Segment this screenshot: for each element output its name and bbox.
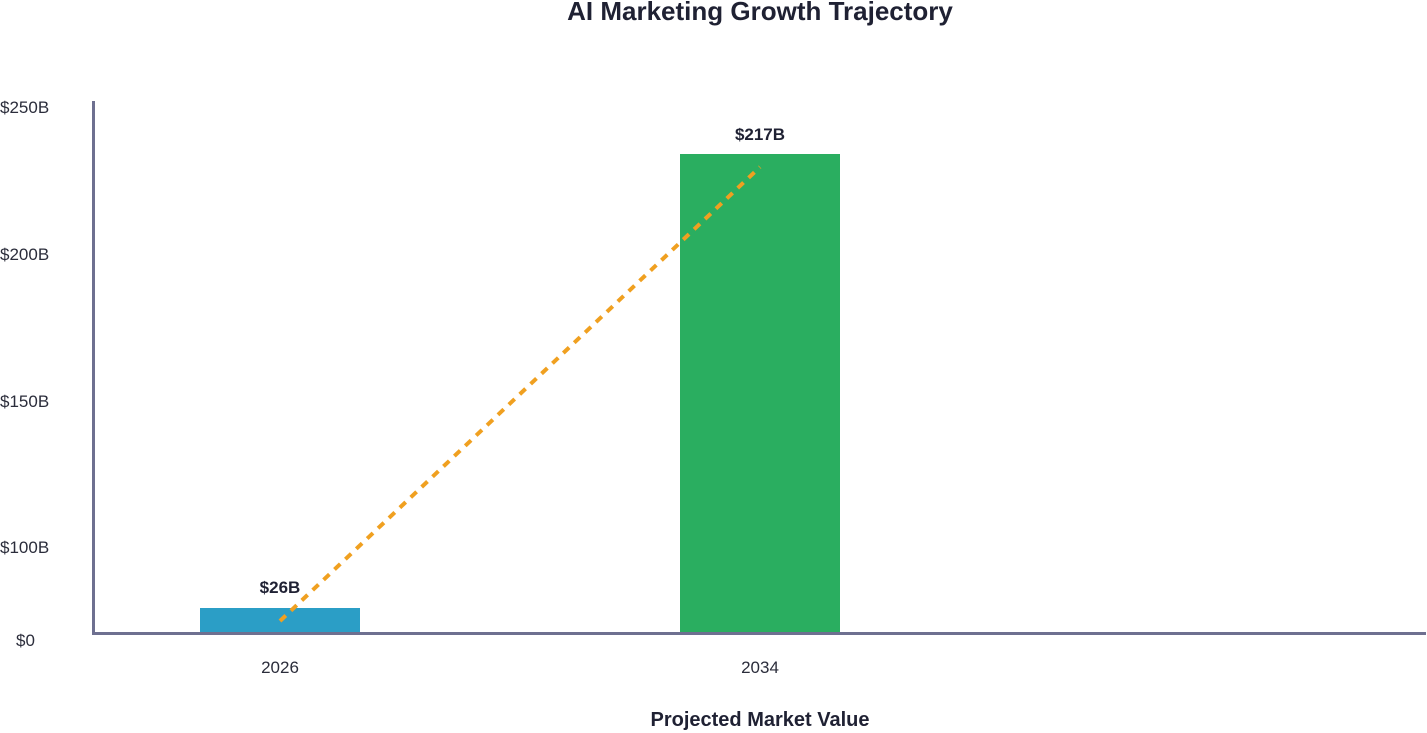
y-tick-200: $200B xyxy=(0,245,50,264)
y-tick-150: $150B xyxy=(0,392,50,411)
bar-2034 xyxy=(680,154,840,634)
x-axis-label: Projected Market Value xyxy=(650,709,870,731)
y-tick-250: $250B xyxy=(0,98,50,117)
x-tick-2026: 2026 xyxy=(261,658,299,677)
y-tick-0: $0 xyxy=(16,631,35,650)
x-axis xyxy=(92,632,1426,635)
y-tick-100: $100B xyxy=(0,538,50,557)
x-tick-2034: 2034 xyxy=(741,658,779,677)
bar-label-2034: $217B xyxy=(734,125,786,144)
bar-label-2026: $26B xyxy=(259,578,301,597)
y-axis xyxy=(92,101,95,635)
chart-title: AI Marketing Growth Trajectory xyxy=(567,0,953,26)
